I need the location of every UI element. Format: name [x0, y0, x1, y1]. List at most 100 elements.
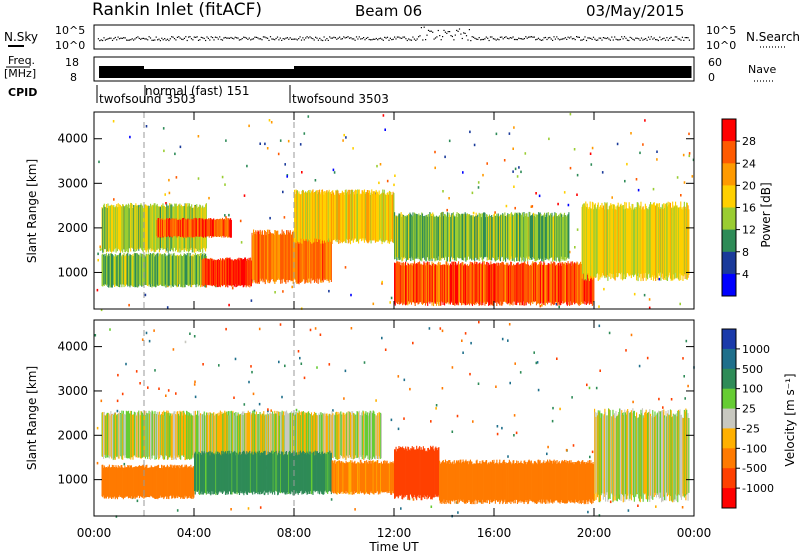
noise-cell	[389, 301, 391, 304]
band-cell-0	[140, 411, 142, 459]
band-cell-3	[366, 460, 368, 492]
band-cell-3	[243, 259, 245, 287]
nsky-point	[158, 38, 160, 40]
band-cell-6	[685, 408, 687, 501]
noise-cell	[303, 376, 306, 380]
noise-cell	[175, 176, 178, 179]
band-cell-0	[114, 207, 116, 250]
nsky-point	[540, 39, 542, 41]
band-cell-3	[357, 461, 359, 494]
band-cell-8	[650, 204, 652, 280]
band-cell-0	[147, 413, 149, 459]
nsky-point	[350, 37, 352, 39]
noise-cell	[147, 386, 149, 389]
band-cell-0	[109, 415, 111, 457]
band-cell-6	[486, 261, 488, 302]
band-cell-1	[153, 467, 155, 499]
noise-cell	[412, 498, 415, 501]
band-cell-2	[241, 453, 243, 494]
band-cell-0	[186, 410, 188, 460]
nave-tick-bottom: 0	[708, 71, 715, 84]
band-cell-7	[449, 217, 452, 262]
band-cell-3	[241, 258, 243, 286]
nsky-point	[261, 39, 263, 41]
band-cell-6	[652, 414, 655, 497]
noise-cell	[513, 414, 516, 417]
band-cell-0	[187, 415, 189, 459]
band-cell-2	[203, 218, 205, 237]
band-cell-8	[611, 208, 613, 278]
band-cell-4	[255, 230, 257, 284]
band-cell-5	[575, 462, 577, 503]
band-cell-8	[599, 206, 601, 280]
colorbar-tick-label: -1000	[742, 482, 774, 495]
band-cell-8	[647, 209, 649, 280]
noise-cell	[283, 216, 286, 219]
nsky-point	[358, 36, 360, 38]
band-cell-3	[340, 461, 342, 494]
band-cell-1	[197, 254, 199, 287]
band-cell-6	[619, 408, 621, 495]
band-cell-6	[628, 412, 630, 501]
nsky-point	[324, 39, 327, 41]
band-cell-7	[530, 215, 532, 260]
band-cell-8	[616, 205, 618, 278]
band-cell-3	[366, 462, 368, 494]
band-cell-5	[382, 189, 384, 242]
band-cell-5	[376, 191, 378, 241]
band-cell-0	[136, 205, 138, 252]
band-cell-7	[511, 213, 513, 261]
band-cell-3	[230, 259, 233, 287]
band-cell-5	[310, 193, 312, 242]
band-cell-6	[555, 265, 557, 302]
nsky-point	[533, 36, 535, 38]
nsky-point	[552, 39, 554, 41]
band-cell-0	[244, 413, 246, 456]
band-cell-8	[633, 209, 635, 277]
noise-cell	[546, 452, 548, 456]
band-cell-0	[135, 203, 137, 250]
band-cell-6	[649, 409, 651, 502]
nsky-point	[214, 36, 216, 38]
band-cell-0	[278, 415, 280, 456]
band-cell-4	[263, 235, 265, 281]
band-cell-4	[399, 446, 402, 496]
band-cell-5	[346, 193, 348, 239]
nsky-point	[149, 37, 152, 39]
band-cell-5	[467, 464, 469, 500]
band-cell-2	[192, 219, 194, 238]
band-cell-3	[250, 257, 252, 286]
nsky-point	[656, 39, 658, 41]
noise-cell	[259, 506, 262, 509]
band-cell-4	[286, 230, 288, 280]
nsky-point	[173, 38, 176, 40]
band-cell-2	[308, 451, 310, 494]
band-cell-3	[216, 260, 218, 285]
band-cell-5	[338, 194, 341, 240]
band-cell-8	[587, 207, 589, 274]
band-cell-0	[264, 414, 266, 458]
band-cell-5	[524, 462, 527, 501]
noise-cell	[448, 139, 451, 143]
nsky-point	[162, 39, 164, 41]
band-cell-6	[548, 263, 550, 303]
band-cell-2	[266, 454, 268, 493]
band-cell-1	[173, 466, 175, 498]
band-cell-7	[550, 214, 552, 258]
nsky-point	[463, 32, 465, 34]
band-cell-5	[539, 460, 541, 503]
noise-cell	[144, 293, 147, 297]
nsky-point	[161, 37, 163, 39]
band-cell-6	[619, 408, 621, 500]
band-cell-5	[561, 460, 563, 503]
band-cell-0	[329, 413, 331, 460]
band-cell-6	[624, 409, 626, 502]
band-cell-2	[171, 218, 173, 237]
band-cell-2	[211, 452, 213, 495]
band-cell-6	[469, 264, 471, 306]
nsky-point	[123, 37, 125, 39]
band-cell-8	[644, 209, 646, 278]
band-cell-0	[350, 414, 352, 459]
band-cell-1	[116, 255, 119, 286]
band-cell-5	[510, 462, 512, 504]
